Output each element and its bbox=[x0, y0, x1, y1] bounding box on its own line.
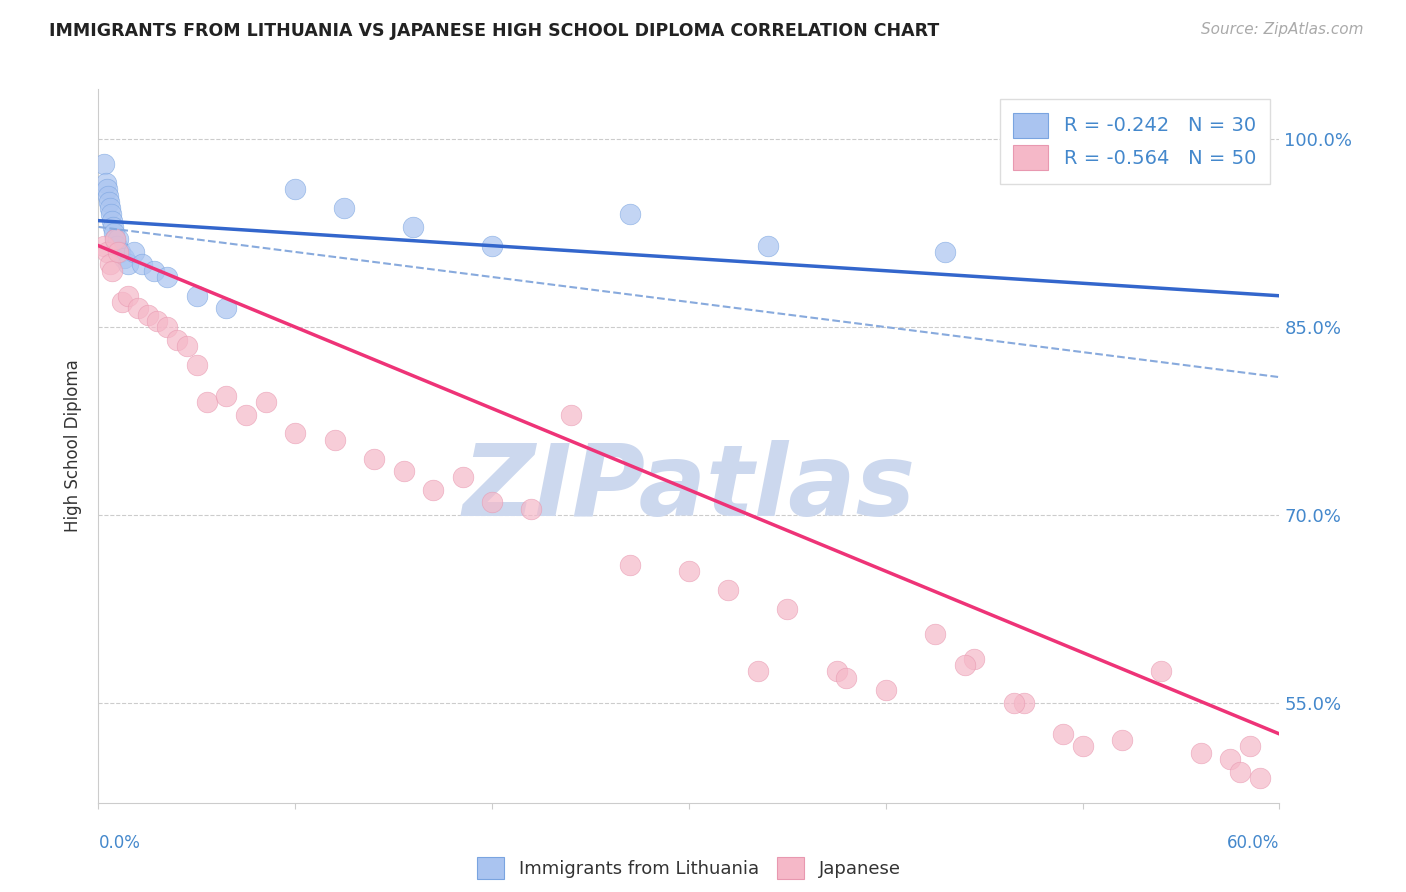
Point bbox=[363, 451, 385, 466]
Point bbox=[142, 264, 165, 278]
Point bbox=[422, 483, 444, 497]
Point bbox=[112, 251, 135, 265]
Point bbox=[98, 201, 121, 215]
Point bbox=[117, 289, 139, 303]
Point bbox=[235, 408, 257, 422]
Point bbox=[103, 226, 125, 240]
Point bbox=[107, 232, 129, 246]
Point bbox=[825, 665, 848, 679]
Point bbox=[156, 320, 179, 334]
Legend: Immigrants from Lithuania, Japanese: Immigrants from Lithuania, Japanese bbox=[470, 850, 908, 887]
Point bbox=[104, 232, 127, 246]
Point bbox=[1012, 696, 1035, 710]
Point bbox=[619, 207, 641, 221]
Point bbox=[166, 333, 188, 347]
Point bbox=[105, 238, 128, 252]
Point bbox=[93, 157, 115, 171]
Point bbox=[93, 238, 115, 252]
Point bbox=[1249, 771, 1271, 785]
Point bbox=[963, 652, 986, 666]
Text: 0.0%: 0.0% bbox=[98, 834, 141, 852]
Point bbox=[156, 270, 179, 285]
Point bbox=[402, 219, 425, 234]
Point bbox=[934, 244, 956, 259]
Point bbox=[195, 395, 218, 409]
Point bbox=[1052, 727, 1074, 741]
Point bbox=[103, 219, 125, 234]
Point bbox=[678, 564, 700, 578]
Point bbox=[104, 232, 127, 246]
Point bbox=[924, 627, 946, 641]
Point bbox=[136, 308, 159, 322]
Point bbox=[215, 389, 238, 403]
Point bbox=[117, 257, 139, 271]
Point bbox=[176, 339, 198, 353]
Point bbox=[1111, 733, 1133, 747]
Point bbox=[284, 182, 307, 196]
Point bbox=[481, 238, 503, 252]
Y-axis label: High School Diploma: High School Diploma bbox=[65, 359, 83, 533]
Point bbox=[1002, 696, 1025, 710]
Point bbox=[96, 176, 118, 190]
Point bbox=[560, 408, 582, 422]
Point bbox=[1219, 752, 1241, 766]
Point bbox=[717, 582, 740, 597]
Point bbox=[520, 501, 543, 516]
Point bbox=[215, 301, 238, 316]
Point bbox=[100, 207, 122, 221]
Text: IMMIGRANTS FROM LITHUANIA VS JAPANESE HIGH SCHOOL DIPLOMA CORRELATION CHART: IMMIGRANTS FROM LITHUANIA VS JAPANESE HI… bbox=[49, 22, 939, 40]
Point bbox=[284, 426, 307, 441]
Point bbox=[451, 470, 474, 484]
Point bbox=[619, 558, 641, 572]
Point bbox=[97, 188, 120, 202]
Text: Source: ZipAtlas.com: Source: ZipAtlas.com bbox=[1201, 22, 1364, 37]
Point bbox=[875, 683, 897, 698]
Point bbox=[1229, 764, 1251, 779]
Point bbox=[333, 201, 356, 215]
Point bbox=[96, 244, 118, 259]
Point bbox=[107, 244, 129, 259]
Text: 60.0%: 60.0% bbox=[1227, 834, 1279, 852]
Point bbox=[101, 264, 124, 278]
Point bbox=[392, 464, 415, 478]
Point bbox=[122, 244, 145, 259]
Point bbox=[101, 213, 124, 227]
Point bbox=[953, 658, 976, 673]
Point bbox=[98, 257, 121, 271]
Point bbox=[98, 194, 121, 209]
Point bbox=[1150, 665, 1173, 679]
Point bbox=[131, 257, 153, 271]
Point bbox=[127, 301, 149, 316]
Point bbox=[776, 601, 799, 615]
Point bbox=[481, 495, 503, 509]
Point bbox=[1239, 739, 1261, 754]
Point bbox=[186, 358, 208, 372]
Point bbox=[756, 238, 779, 252]
Point bbox=[254, 395, 277, 409]
Point bbox=[146, 314, 169, 328]
Point bbox=[111, 295, 134, 310]
Point bbox=[105, 238, 128, 252]
Point bbox=[1189, 746, 1212, 760]
Point bbox=[108, 244, 131, 259]
Point bbox=[1071, 739, 1094, 754]
Point bbox=[323, 433, 346, 447]
Point bbox=[96, 182, 118, 196]
Text: ZIPatlas: ZIPatlas bbox=[463, 441, 915, 537]
Point bbox=[186, 289, 208, 303]
Point bbox=[835, 671, 858, 685]
Point bbox=[747, 665, 769, 679]
